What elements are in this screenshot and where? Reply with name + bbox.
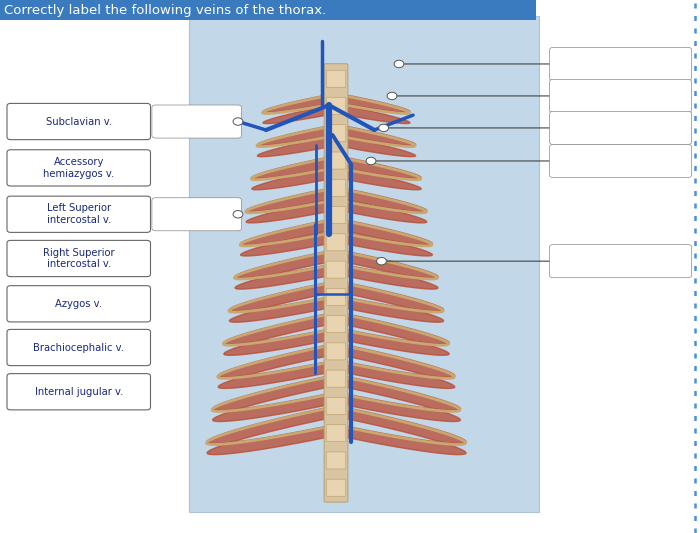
- Circle shape: [387, 92, 397, 100]
- FancyBboxPatch shape: [7, 286, 150, 322]
- Text: Left Superior
intercostal v.: Left Superior intercostal v.: [47, 204, 111, 225]
- FancyBboxPatch shape: [326, 479, 346, 496]
- Circle shape: [366, 157, 376, 165]
- Circle shape: [233, 118, 243, 125]
- FancyBboxPatch shape: [326, 152, 346, 169]
- FancyBboxPatch shape: [152, 105, 242, 138]
- FancyBboxPatch shape: [0, 0, 536, 20]
- FancyBboxPatch shape: [326, 70, 346, 87]
- FancyBboxPatch shape: [550, 47, 692, 80]
- Circle shape: [233, 211, 243, 218]
- FancyBboxPatch shape: [152, 198, 242, 231]
- Text: Accessory
hemiazygos v.: Accessory hemiazygos v.: [43, 157, 114, 179]
- Text: Brachiocephalic v.: Brachiocephalic v.: [34, 343, 125, 352]
- FancyBboxPatch shape: [7, 240, 150, 277]
- FancyBboxPatch shape: [189, 16, 539, 512]
- FancyBboxPatch shape: [550, 245, 692, 278]
- Text: Azygos v.: Azygos v.: [55, 299, 102, 309]
- FancyBboxPatch shape: [7, 329, 150, 366]
- FancyBboxPatch shape: [326, 398, 346, 415]
- FancyBboxPatch shape: [324, 64, 348, 502]
- FancyBboxPatch shape: [326, 125, 346, 142]
- FancyBboxPatch shape: [7, 103, 150, 140]
- FancyBboxPatch shape: [326, 261, 346, 278]
- FancyBboxPatch shape: [326, 343, 346, 360]
- Circle shape: [394, 60, 404, 68]
- FancyBboxPatch shape: [326, 425, 346, 442]
- FancyBboxPatch shape: [326, 179, 346, 196]
- FancyBboxPatch shape: [326, 98, 346, 115]
- FancyBboxPatch shape: [326, 288, 346, 305]
- Text: Subclavian v.: Subclavian v.: [46, 117, 112, 126]
- Circle shape: [377, 257, 386, 265]
- FancyBboxPatch shape: [550, 79, 692, 112]
- FancyBboxPatch shape: [550, 111, 692, 144]
- FancyBboxPatch shape: [326, 206, 346, 223]
- FancyBboxPatch shape: [326, 234, 346, 251]
- FancyBboxPatch shape: [326, 370, 346, 387]
- Circle shape: [379, 124, 389, 132]
- FancyBboxPatch shape: [7, 196, 150, 232]
- Text: Internal jugular v.: Internal jugular v.: [34, 387, 123, 397]
- FancyBboxPatch shape: [326, 316, 346, 333]
- Text: Correctly label the following veins of the thorax.: Correctly label the following veins of t…: [4, 4, 326, 17]
- FancyBboxPatch shape: [550, 144, 692, 177]
- FancyBboxPatch shape: [7, 150, 150, 186]
- Text: Right Superior
intercostal v.: Right Superior intercostal v.: [43, 248, 115, 269]
- FancyBboxPatch shape: [7, 374, 150, 410]
- FancyBboxPatch shape: [326, 452, 346, 469]
